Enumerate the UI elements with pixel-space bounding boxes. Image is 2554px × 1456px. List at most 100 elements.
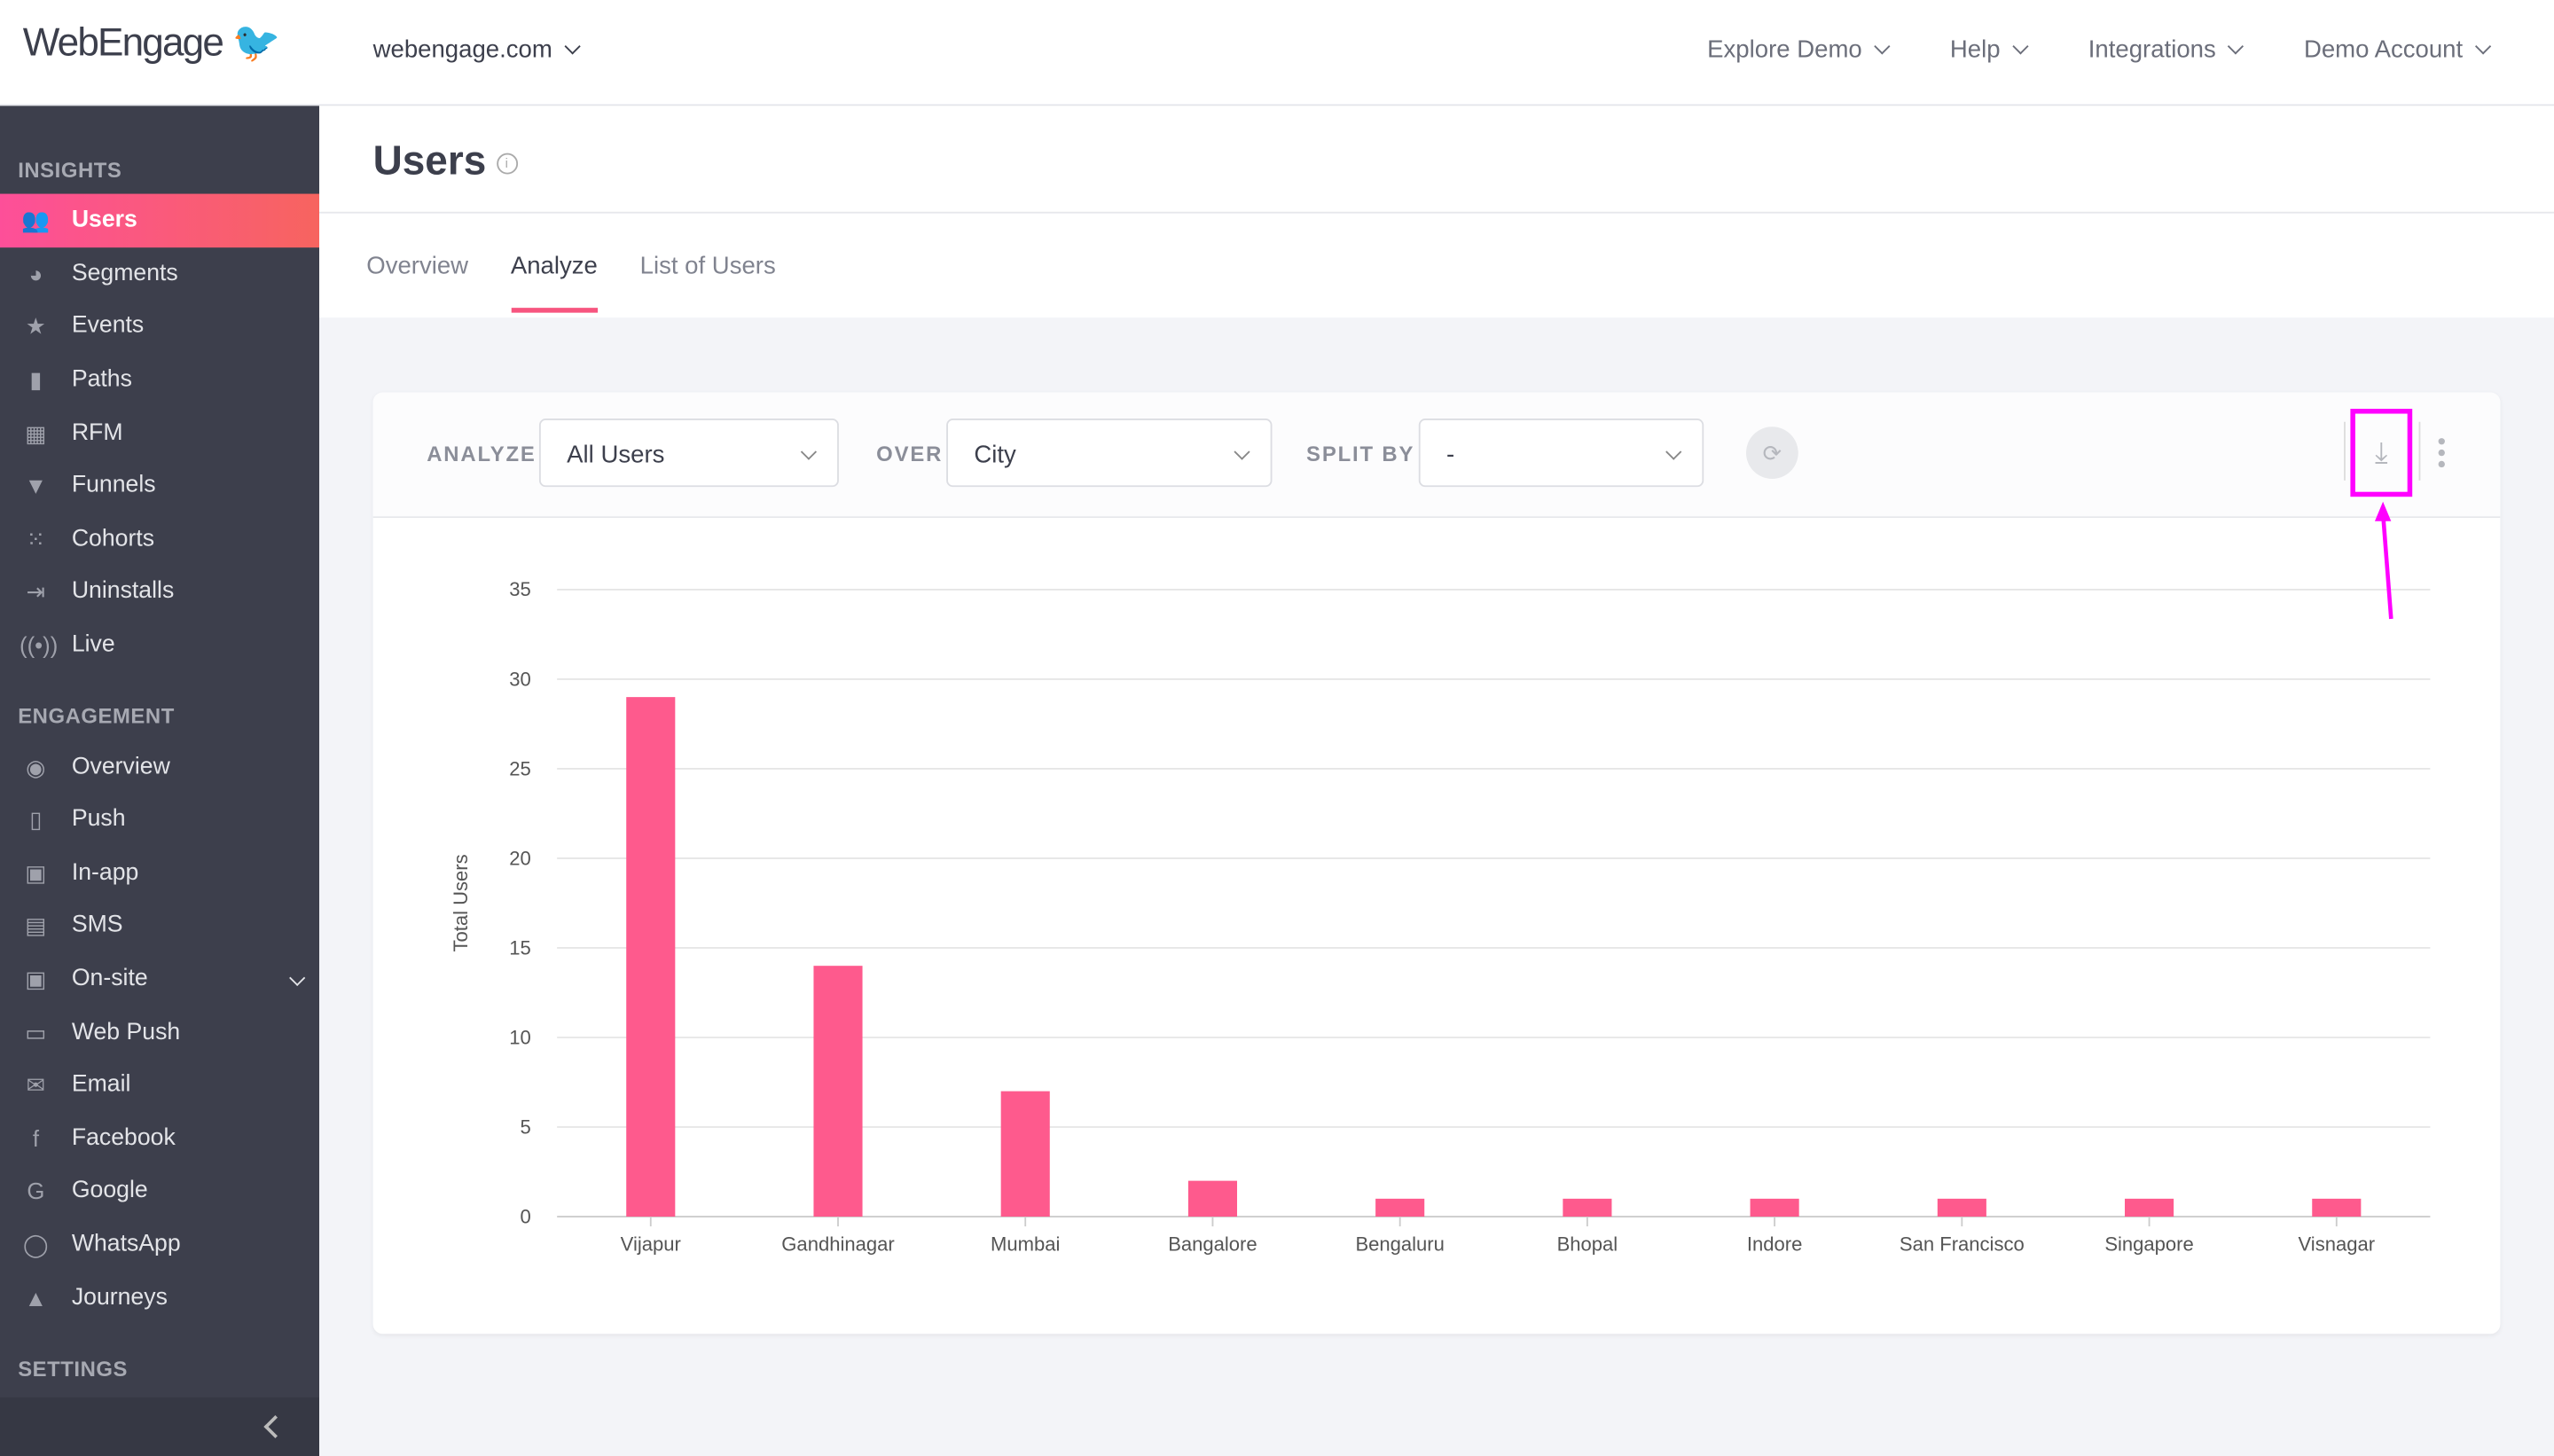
over-select[interactable]: City — [946, 419, 1273, 488]
split-by-label: SPLIT BY — [1306, 441, 1415, 466]
sidebar-item-label: Cohorts — [71, 526, 155, 552]
y-tick-label: 5 — [521, 1115, 531, 1138]
tab-list-of-users[interactable]: List of Users — [639, 252, 776, 280]
bar — [2312, 1198, 2362, 1217]
sidebar-item-label: RFM — [71, 419, 123, 446]
analyze-label: ANALYZE — [427, 441, 537, 466]
sidebar-item-label: Email — [71, 1072, 131, 1099]
refresh-icon: ⟳ — [1762, 439, 1782, 466]
sidebar-section-title: INSIGHTS — [18, 158, 122, 183]
sidebar-item-label: WhatsApp — [71, 1231, 181, 1258]
sidebar-item-web-push[interactable]: ▭ Web Push — [0, 1006, 319, 1059]
sidebar-item-on-site[interactable]: ▣ On-site — [0, 952, 319, 1006]
integrations-menu[interactable]: Integrations — [2088, 35, 2245, 64]
sidebar-item-users[interactable]: 👥 Users — [0, 193, 319, 247]
y-tick-label: 20 — [509, 847, 531, 869]
bar — [2125, 1198, 2174, 1217]
top-bar: WebEngage 🐦 webengage.com Explore Demo H… — [0, 0, 2554, 106]
sidebar-item-whatsapp[interactable]: ◯ WhatsApp — [0, 1218, 319, 1272]
sidebar-item-facebook[interactable]: f Facebook — [0, 1112, 319, 1165]
sidebar-item-label: Overview — [71, 753, 170, 780]
analyze-select[interactable]: All Users — [538, 419, 839, 488]
domain-selector[interactable]: webengage.com — [373, 35, 581, 64]
facebook-icon: f — [32, 1124, 39, 1152]
x-tick-label: Bhopal — [1557, 1233, 1618, 1256]
sidebar-item-label: Uninstalls — [71, 578, 175, 606]
tab-overview[interactable]: Overview — [366, 252, 469, 280]
sidebar-item-email[interactable]: ✉ Email — [0, 1059, 319, 1112]
sidebar-item-journeys[interactable]: ▲ Journeys — [0, 1271, 319, 1324]
eye-icon: ◉ — [26, 753, 46, 780]
chevron-down-icon — [2228, 38, 2245, 55]
funnel-icon: ▼ — [24, 473, 48, 499]
x-tick-label: Visnagar — [2299, 1233, 2376, 1256]
controls-bar: ANALYZE All Users OVER City SPLIT BY - ⟳… — [372, 392, 2501, 519]
collapse-sidebar-button[interactable] — [0, 1397, 319, 1456]
download-button[interactable]: ⤓ — [2350, 409, 2413, 497]
sidebar-item-label: Paths — [71, 366, 132, 393]
chevron-down-icon — [800, 443, 818, 460]
explore-demo-menu[interactable]: Explore Demo — [1707, 35, 1891, 64]
y-tick-label: 0 — [521, 1205, 531, 1227]
sidebar-item-label: Users — [71, 207, 137, 234]
inapp-icon: ▣ — [25, 859, 47, 886]
bar — [1187, 1180, 1237, 1217]
sidebar-item-in-app[interactable]: ▣ In-app — [0, 846, 319, 899]
sidebar-item-segments[interactable]: ◕ Segments — [0, 247, 319, 300]
whatsapp-icon: ◯ — [23, 1231, 49, 1258]
rocket-icon: ▲ — [24, 1284, 48, 1311]
bar-chart-icon: ▮ — [29, 366, 43, 393]
sidebar-item-label: Live — [71, 631, 115, 659]
chevron-down-icon — [2475, 38, 2492, 55]
bar — [626, 697, 676, 1217]
split-by-select[interactable]: - — [1418, 419, 1704, 488]
sidebar-item-funnels[interactable]: ▼ Funnels — [0, 459, 319, 513]
webpush-icon: ▭ — [25, 1019, 47, 1045]
sidebar-item-label: Push — [71, 806, 126, 834]
users-icon: 👥 — [21, 207, 51, 234]
sidebar-item-uninstalls[interactable]: ⇥ Uninstalls — [0, 566, 319, 619]
download-icon: ⤓ — [2374, 436, 2388, 469]
bar — [1563, 1198, 1612, 1217]
y-tick-label: 25 — [509, 757, 531, 779]
sidebar-item-events[interactable]: ★ Events — [0, 300, 319, 353]
x-tick-label: Bangalore — [1168, 1233, 1257, 1256]
sidebar-item-live[interactable]: ((•)) Live — [0, 619, 319, 672]
sidebar-item-label: SMS — [71, 912, 123, 939]
sidebar-item-overview[interactable]: ◉ Overview — [0, 740, 319, 794]
chevron-down-icon — [1665, 443, 1682, 460]
sidebar-item-google[interactable]: G Google — [0, 1165, 319, 1218]
chevron-down-icon[interactable] — [289, 969, 306, 986]
analysis-card: ANALYZE All Users OVER City SPLIT BY - ⟳… — [372, 392, 2501, 1335]
push-icon: ▯ — [29, 806, 43, 834]
pie-icon: ◕ — [28, 260, 43, 287]
sidebar-item-paths[interactable]: ▮ Paths — [0, 353, 319, 406]
sidebar-item-label: Journeys — [71, 1284, 168, 1311]
sidebar-section-title: SETTINGS — [18, 1356, 129, 1382]
sidebar-item-sms[interactable]: ▤ SMS — [0, 899, 319, 952]
sidebar-item-push[interactable]: ▯ Push — [0, 793, 319, 846]
page-header: Users i Overview Analyze List of Users — [318, 106, 2554, 318]
account-menu[interactable]: Demo Account — [2304, 35, 2492, 64]
x-tick-label: San Francisco — [1900, 1233, 2025, 1256]
y-tick-label: 10 — [509, 1026, 531, 1048]
chevron-left-icon — [263, 1414, 287, 1438]
sidebar-item-label: On-site — [71, 966, 148, 992]
sidebar-item-cohorts[interactable]: ⁙ Cohorts — [0, 513, 319, 566]
more-options-button[interactable] — [2438, 438, 2445, 473]
cohort-icon: ⁙ — [26, 526, 46, 552]
tab-analyze[interactable]: Analyze — [510, 253, 598, 313]
sidebar-item-label: In-app — [71, 859, 139, 886]
chevron-down-icon — [2012, 38, 2029, 55]
bar — [1375, 1198, 1425, 1217]
uninstall-icon: ⇥ — [26, 578, 46, 606]
info-icon[interactable]: i — [496, 153, 518, 175]
webengage-logo[interactable]: WebEngage 🐦 — [22, 20, 281, 66]
sidebar-item-rfm[interactable]: ▦ RFM — [0, 406, 319, 459]
help-menu[interactable]: Help — [1950, 35, 2029, 64]
refresh-button[interactable]: ⟳ — [1745, 427, 1798, 479]
chevron-down-icon — [1874, 38, 1891, 55]
sidebar-item-label: Facebook — [71, 1124, 176, 1152]
sms-icon: ▤ — [25, 912, 47, 939]
sidebar-item-label: Segments — [71, 260, 178, 287]
